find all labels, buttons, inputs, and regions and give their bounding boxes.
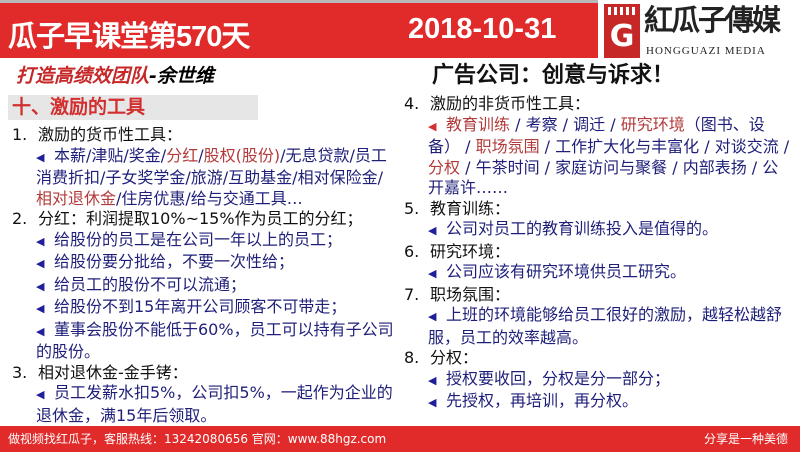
bullet-item: ◀ 给股份的员工是在公司一年以上的员工；	[12, 230, 398, 253]
bullet-text: 董事会股份不能低于60%，员工可以持有子公司的股份。	[36, 319, 394, 362]
bullet-text: 给股份要分批给，不要一次性给；	[54, 252, 295, 271]
item-label: 激励的非货币性工具：	[430, 94, 591, 113]
list-item: 2. 分红：利润提取10%~15%作为员工的分红；	[12, 209, 398, 230]
bullet-arrow-icon: ◀	[428, 373, 437, 387]
bullet-text: 给股份不到15年离开公司顾客不可带走；	[54, 297, 347, 316]
item-number: 4.	[404, 94, 420, 113]
bullet-arrow-icon: ◀	[428, 119, 437, 133]
item-number: 1.	[12, 125, 28, 144]
date: 2018-10-31	[408, 13, 557, 45]
item-number: 7.	[404, 284, 420, 304]
footer-contact: 做视频找红瓜子，客服热线：13242080656 官网：www.88hgz.co…	[8, 432, 387, 446]
bullet-item: ◀ 给股份不到15年离开公司顾客不可带走；	[12, 297, 398, 320]
item-label: 激励的货币性工具：	[38, 125, 183, 144]
bullet-text: /住房优惠/给与交通工具…	[116, 188, 303, 208]
bullet-text: / 考察 / 调迁 /	[510, 114, 621, 134]
item-label: 职场氛围：	[430, 284, 511, 304]
item-number: 6.	[404, 241, 420, 261]
bullet-item: ◀ 公司应该有研究环境供员工研究。	[404, 262, 792, 285]
logo-text: 紅瓜子傳媒	[644, 3, 781, 37]
bullet-item: ◀ 董事会股份不能低于60%，员工可以持有子公司的股份。	[12, 320, 398, 363]
item-label: 研究环境：	[430, 241, 511, 261]
highlight-text: 相对退休金	[36, 188, 117, 208]
left-column: 1. 激励的货币性工具： ◀ 本薪/津贴/奖金/分红/股权(股份)/无息贷款/员工消费…	[12, 125, 398, 426]
highlight-text: 股权(股份)	[203, 145, 281, 165]
item-number: 8.	[404, 348, 420, 367]
bullet-text: 给股份的员工是在公司一年以上的员工；	[54, 229, 343, 249]
list-item: 4. 激励的非货币性工具：	[404, 94, 792, 115]
logo: G 紅瓜子傳媒 HONGGUAZI MEDIA	[598, 0, 800, 62]
logo-subtext: HONGGUAZI MEDIA	[646, 45, 766, 57]
highlight-text: 分红	[166, 145, 199, 165]
footer: 做视频找红瓜子，客服热线：13242080656 官网：www.88hgz.co…	[0, 426, 800, 452]
item-label: 教育训练：	[430, 198, 511, 218]
bullet-item: ◀ 公司对员工的教育训练投入是值得的。	[404, 219, 792, 242]
item-label: 分红：利润提取10%~15%作为员工的分红；	[38, 209, 363, 228]
list-item: 8. 分权：	[404, 348, 792, 369]
bullet-text: 公司对员工的教育训练投入是值得的。	[446, 219, 719, 238]
bullet-item: ◀ 上班的环境能够给员工很好的激励，越轻松越舒服，员工的效率越高。	[404, 305, 792, 348]
bullet-text: 本薪/津贴/奖金/	[54, 145, 167, 165]
right-column: 4. 激励的非货币性工具： ◀ 教育训练 / 考察 / 调迁 / 研究环境（图书、设备…	[404, 94, 792, 414]
bullet-item: ◀ 授权要收回，分权是分一部分；	[404, 369, 792, 392]
list-item: 1. 激励的货币性工具：	[12, 125, 398, 146]
item-number: 5.	[404, 198, 420, 218]
highlight-text: 职场氛围	[475, 137, 540, 156]
highlight-text: 教育训练	[446, 114, 511, 134]
bullet-arrow-icon: ◀	[428, 224, 437, 237]
bullet-item: ◀ 本薪/津贴/奖金/分红/股权(股份)/无息贷款/员工消费折扣/子女奖学金/旅游…	[12, 146, 398, 210]
highlight-text: 研究环境	[620, 114, 685, 134]
list-item: 6. 研究环境：	[404, 242, 792, 263]
bullet-item: ◀ 给股份要分批给，不要一次性给；	[12, 252, 398, 275]
bullet-text: 上班的环境能够给员工很好的激励，越轻松越舒服，员工的效率越高。	[428, 305, 783, 347]
item-number: 3.	[12, 362, 28, 382]
bullet-arrow-icon: ◀	[36, 150, 45, 164]
bullet-text: 员工发薪水扣5%，公司扣5%，一起作为企业的退休金，满15年后领取。	[36, 383, 393, 425]
bullet-item: ◀ 教育训练 / 考察 / 调迁 / 研究环境（图书、设备） / 职场氛围 / 工…	[404, 115, 792, 199]
bullet-arrow-icon: ◀	[36, 302, 45, 315]
bullet-text: / 午茶时间 / 家庭访问与聚餐 / 内部表扬 / 公开嘉许……	[428, 157, 779, 198]
subtitle-author: -余世维	[149, 65, 214, 87]
bullet-arrow-icon: ◀	[36, 279, 45, 293]
right-title: 广告公司：创意与诉求！	[432, 63, 675, 88]
bullet-arrow-icon: ◀	[36, 388, 45, 401]
bullet-text: 公司应该有研究环境供员工研究。	[446, 262, 687, 281]
subtitle-topic: 打造高绩效团队	[16, 65, 150, 87]
bullet-item: ◀ 先授权，再培训，再分权。	[404, 391, 792, 414]
item-number: 2.	[12, 209, 28, 228]
bullet-text: / 工作扩大化与丰富化 / 对谈交流 /	[539, 137, 790, 156]
bullet-text: /	[198, 145, 204, 165]
item-label: 相对退休金-金手铐：	[38, 362, 188, 382]
bullet-text: 授权要收回，分权是分一部分；	[446, 368, 671, 388]
bullet-item: ◀ 给员工的股份不可以流通；	[12, 275, 398, 298]
list-item: 7. 职场氛围：	[404, 285, 792, 306]
bullet-arrow-icon: ◀	[428, 310, 437, 323]
page-title: 瓜子早课堂第570天	[8, 21, 250, 53]
bullet-item: ◀ 员工发薪水扣5%，公司扣5%，一起作为企业的退休金，满15年后领取。	[12, 383, 398, 426]
bullet-arrow-icon: ◀	[36, 257, 45, 270]
bullet-arrow-icon: ◀	[36, 324, 45, 338]
bullet-arrow-icon: ◀	[36, 234, 45, 248]
bullet-text: （图书、设备） /	[428, 114, 765, 157]
list-item: 3. 相对退休金-金手铐：	[12, 363, 398, 384]
bullet-text: /无息贷款/员工消费折扣/子女奖学金/旅游/互助基金/相对保险金/	[36, 145, 387, 188]
bullet-text: 给员工的股份不可以流通；	[54, 274, 247, 294]
bullet-arrow-icon: ◀	[428, 396, 437, 409]
footer-slogan: 分享是一种美德	[703, 432, 788, 446]
bullet-arrow-icon: ◀	[428, 267, 437, 280]
section-heading: 十、激励的工具	[8, 95, 258, 120]
bullet-text: 先授权，再培训，再分权。	[446, 391, 639, 410]
subtitle: 打造高绩效团队-余世维	[16, 64, 214, 88]
logo-mark: G	[604, 4, 640, 58]
highlight-text: 分权	[428, 157, 461, 177]
item-label: 分权：	[430, 348, 479, 367]
list-item: 5. 教育训练：	[404, 199, 792, 220]
